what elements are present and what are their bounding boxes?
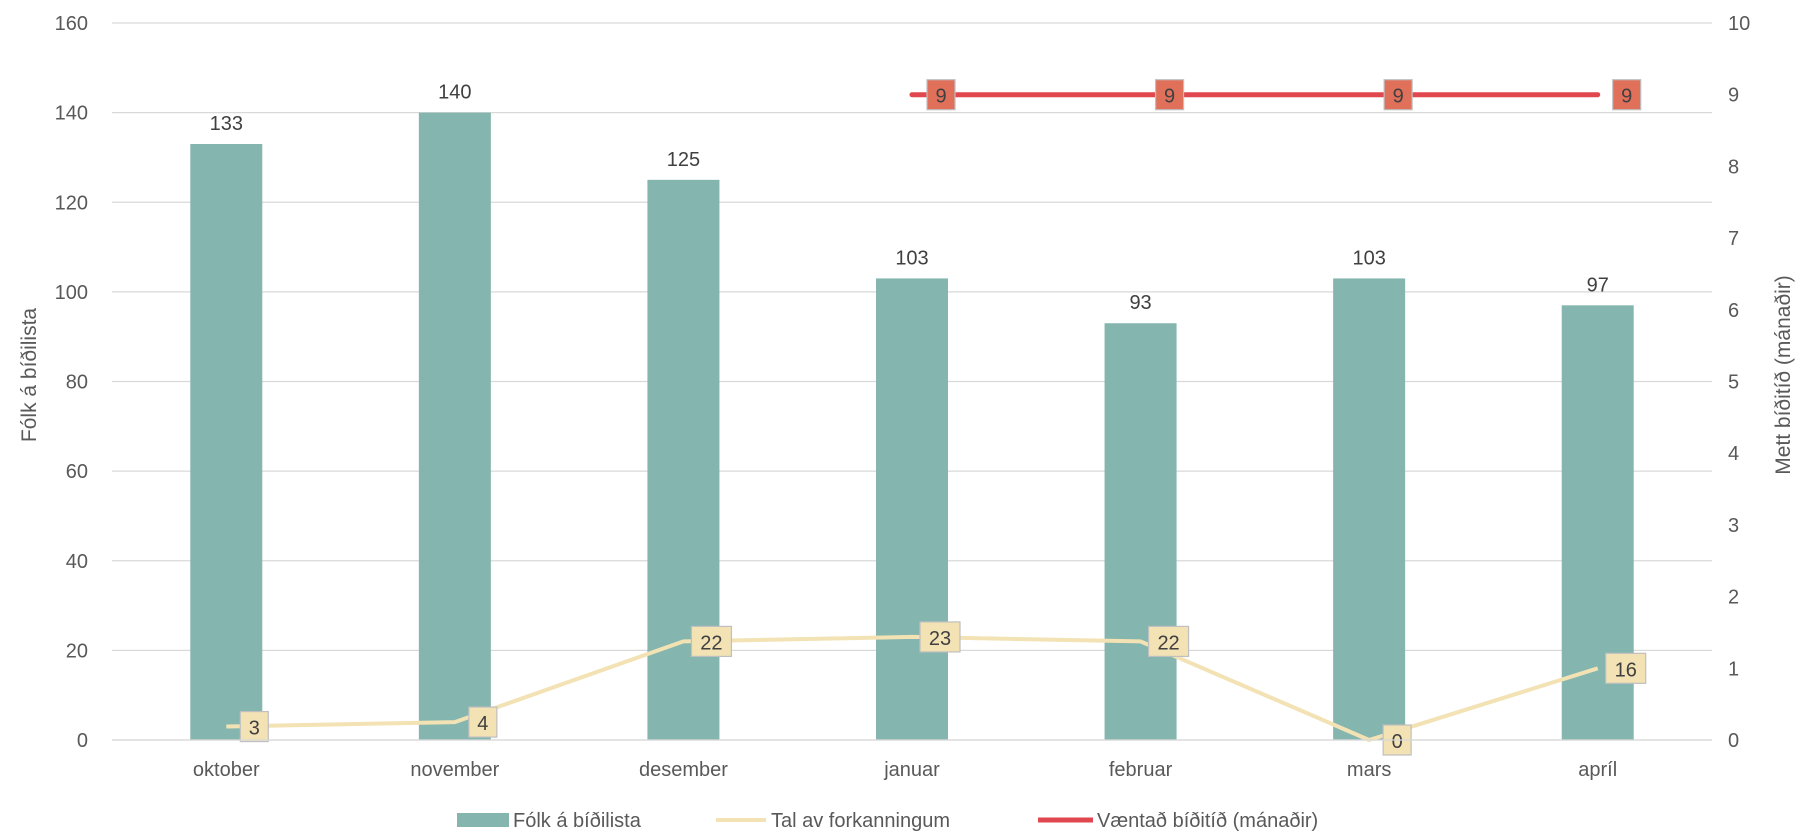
bar-data-label: 103 xyxy=(895,247,928,269)
bar xyxy=(1333,278,1406,740)
axes: 020406080100120140160012345678910oktober… xyxy=(55,13,1751,781)
y2-tick-label: 1 xyxy=(1728,658,1739,680)
legend: Fólk á bíðilista Tal av forkanningum Vænta… xyxy=(457,810,1318,832)
line-label-box xyxy=(1383,79,1413,111)
y-tick-label: 140 xyxy=(55,103,88,125)
x-tick-label: februar xyxy=(1109,759,1173,781)
line-data-label: 9 xyxy=(1621,86,1632,108)
y-tick-label: 20 xyxy=(66,640,88,662)
line-data-label: 0 xyxy=(1392,731,1403,753)
y-tick-label: 120 xyxy=(55,192,88,214)
y-tick-label: 60 xyxy=(66,461,88,483)
y-tick-label: 160 xyxy=(55,13,88,35)
bar-data-label: 93 xyxy=(1129,292,1151,314)
y-tick-label: 40 xyxy=(66,551,88,573)
line-label-box xyxy=(1605,652,1647,684)
bar-data-label: 103 xyxy=(1352,247,1385,269)
line-label-box xyxy=(239,710,269,743)
line-data-label: 9 xyxy=(1164,86,1175,108)
line-label-box xyxy=(919,621,961,653)
line-label-box xyxy=(468,706,498,738)
y-tick-label: 0 xyxy=(77,730,88,752)
legend-label: Væntað bíðitíð (mánaðir) xyxy=(1097,810,1318,832)
bar-series xyxy=(190,112,1634,740)
line-label-box xyxy=(690,625,733,658)
line-label-box xyxy=(1154,79,1185,111)
bar xyxy=(190,143,263,740)
line-data-label: 9 xyxy=(935,86,946,108)
bar-data-label: 125 xyxy=(667,149,700,171)
line-data-label: 9 xyxy=(1393,86,1404,108)
line-data-label: 23 xyxy=(929,628,951,650)
bar xyxy=(1104,323,1177,740)
y2-tick-label: 8 xyxy=(1728,156,1739,178)
y2-tick-label: 0 xyxy=(1728,730,1739,752)
bar xyxy=(876,278,948,740)
line-data-label: 22 xyxy=(700,632,722,654)
x-tick-label: apríl xyxy=(1578,759,1617,781)
line-data-label: 16 xyxy=(1615,659,1637,681)
y2-tick-label: 3 xyxy=(1728,515,1739,537)
y2-tick-label: 9 xyxy=(1728,85,1739,107)
bar-data-label: 140 xyxy=(438,82,471,104)
line-data-label: 4 xyxy=(477,713,488,735)
legend-label: Fólk á bíðilista xyxy=(513,810,642,832)
y2-tick-label: 2 xyxy=(1728,587,1739,609)
line-data-label: 22 xyxy=(1157,632,1179,654)
y2-tick-label: 10 xyxy=(1728,13,1750,35)
line-label-box xyxy=(1147,625,1190,658)
y-tick-label: 100 xyxy=(55,282,88,304)
y2-tick-label: 4 xyxy=(1728,443,1739,465)
line-label-box xyxy=(926,79,956,111)
legend-swatch-bar xyxy=(457,813,509,827)
y-tick-label: 80 xyxy=(66,372,88,394)
bar-data-label: 133 xyxy=(210,113,243,135)
x-tick-label: desember xyxy=(639,759,728,781)
x-tick-label: mars xyxy=(1347,759,1391,781)
y2-axis-title: Mett bíðitíð (mánaðir) xyxy=(1772,275,1795,475)
bar-data-label: 97 xyxy=(1587,274,1609,296)
y2-tick-label: 5 xyxy=(1728,372,1739,394)
line-data-label: 3 xyxy=(249,718,260,740)
y2-tick-label: 7 xyxy=(1728,228,1739,250)
line-label-box xyxy=(1612,79,1642,111)
y2-tick-label: 6 xyxy=(1728,300,1739,322)
data-labels: 133 140 125 103 93 103 97 3 4 22 23 22 0 16 9 9 9 9 xyxy=(210,79,1647,756)
legend-label: Tal av forkanningum xyxy=(771,810,950,832)
x-tick-label: januar xyxy=(883,759,940,781)
bar xyxy=(418,112,491,740)
x-tick-label: oktober xyxy=(193,759,260,781)
y-axis-title: Fólk á bíðilista xyxy=(18,308,41,443)
x-tick-label: november xyxy=(410,759,499,781)
